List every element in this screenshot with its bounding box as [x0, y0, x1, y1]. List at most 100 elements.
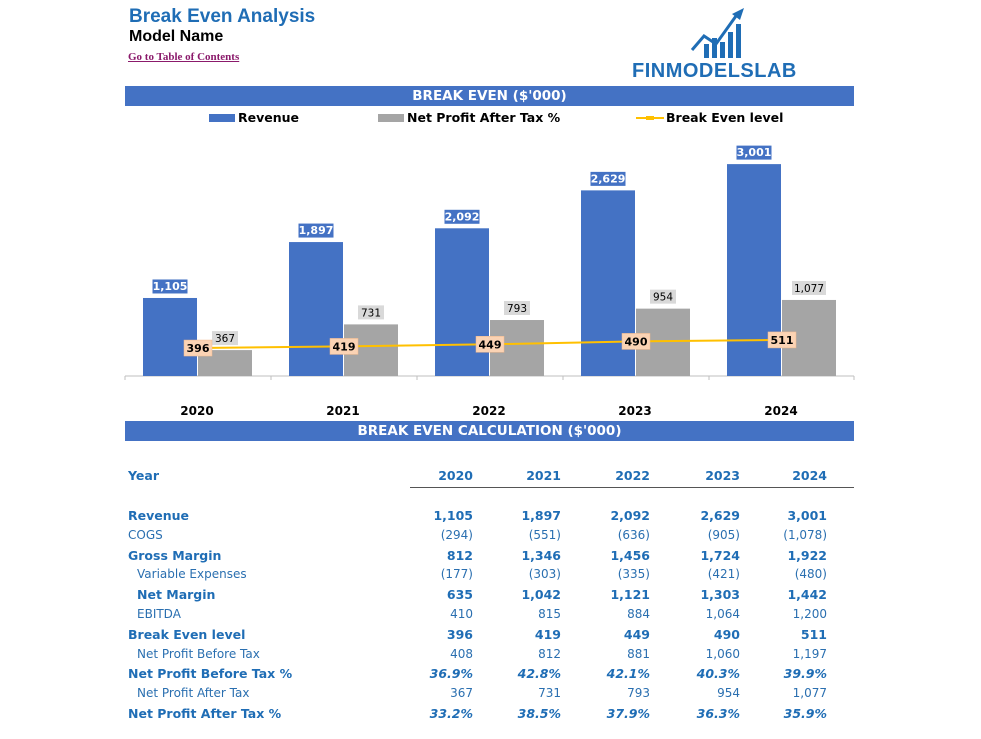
revenue-label-box [151, 278, 189, 295]
table-row: Variable Expenses (177) (303) (335) (421) (48… [125, 567, 860, 587]
table-cell: 1,042 [521, 587, 561, 603]
table-row: Net Profit Before Tax 408 812 881 1,060 1,197 [125, 647, 860, 667]
table-cell: 367 [450, 686, 473, 701]
break-even-data-label: 511 [771, 334, 794, 347]
year-header: 2023 [705, 468, 740, 483]
table-cell: 731 [538, 686, 561, 701]
table-cell: 42.8% [517, 666, 561, 682]
table-row: Revenue 1,105 1,897 2,092 2,629 3,001 [125, 508, 860, 528]
profit-label-box [792, 280, 826, 295]
revenue-data-label: 1,105 [153, 280, 188, 293]
table-cell: (551) [528, 527, 561, 542]
revenue-data-label: 1,897 [299, 224, 334, 237]
break-even-data-label: 449 [479, 338, 502, 351]
break-even-label-box [329, 338, 359, 355]
profit-label-box [504, 301, 530, 316]
row-label: EBITDA [137, 607, 181, 621]
revenue-label-box [589, 170, 627, 187]
table-row: Net Margin 635 1,042 1,121 1,303 1,442 [125, 587, 860, 607]
year-header: 2022 [615, 468, 650, 483]
table-cell: 815 [538, 607, 561, 621]
table-cell: 1,200 [792, 607, 827, 621]
table-cell: 33.2% [429, 706, 473, 721]
table-header-row: Year 2020 2021 2022 2023 2024 [125, 468, 860, 488]
table-cell: 39.9% [783, 666, 827, 682]
legend-break-even-swatch [636, 115, 664, 120]
revenue-label-box [735, 144, 773, 161]
table-cell: 396 [446, 626, 473, 642]
x-tick-label: 2022 [472, 404, 505, 418]
profit-label-box [212, 331, 238, 346]
row-label: Gross Margin [128, 547, 222, 563]
revenue-bar [143, 297, 197, 376]
table-cell: 35.9% [783, 706, 827, 721]
table-cell: 812 [538, 646, 561, 661]
legend-break-even: Break Even level [636, 110, 783, 125]
table-cell: (335) [617, 567, 650, 582]
table-row: Net Profit Before Tax % 36.9% 42.8% 42.1% 40… [125, 666, 860, 686]
finmodelslab-logo: FINMODELSLAB [632, 6, 822, 82]
table-cell: 511 [800, 626, 827, 642]
table-cell: 38.5% [517, 706, 561, 721]
table-cell: 1,897 [521, 508, 561, 523]
model-name: Model Name [129, 28, 224, 45]
x-tick-label: 2021 [326, 404, 359, 418]
table-cell: 2,092 [610, 508, 650, 523]
table-row: Gross Margin 812 1,346 1,456 1,724 1,922 [125, 548, 860, 568]
break-even-label-box [183, 339, 213, 357]
revenue-data-label: 2,092 [445, 210, 480, 223]
revenue-data-label: 2,629 [591, 172, 626, 185]
table-cell: 449 [623, 626, 650, 642]
row-label: Revenue [128, 508, 190, 523]
calc-section-header: BREAK EVEN CALCULATION ($'000) [125, 421, 854, 441]
row-label: Break Even level [128, 626, 246, 642]
table-cell: (480) [794, 567, 827, 582]
header-divider [410, 487, 854, 488]
table-cell: 1,064 [705, 607, 740, 621]
table-cell: (421) [707, 567, 740, 582]
table-cell: (1,078) [783, 527, 827, 542]
table-of-contents-link[interactable]: Go to Table of Contents [128, 51, 240, 63]
revenue-label-box [297, 222, 335, 239]
table-cell: (177) [440, 567, 473, 582]
year-label: Year [128, 468, 159, 483]
profit-data-label: 1,077 [794, 283, 824, 295]
table-cell: 3,001 [787, 508, 827, 523]
row-label: Net Profit After Tax % [128, 706, 282, 721]
table-cell: 793 [627, 686, 650, 701]
break-even-label-box [767, 331, 797, 349]
profit-label-box [650, 289, 676, 304]
table-cell: 1,060 [705, 646, 740, 661]
table-cell: 36.9% [429, 666, 473, 682]
logo-chart-icon [690, 8, 744, 58]
table-row: Break Even level 396 419 449 490 511 [125, 627, 860, 647]
revenue-bar [435, 228, 489, 376]
table-cell: 884 [627, 607, 650, 621]
table-cell: 42.1% [606, 666, 650, 682]
legend-break-even-label: Break Even level [666, 110, 784, 125]
chart-section-header: BREAK EVEN ($'000) [125, 86, 854, 106]
year-header: 2024 [792, 468, 827, 483]
profit-data-label: 367 [215, 333, 235, 345]
table-cell: 1,303 [700, 587, 740, 603]
table-cell: 37.9% [606, 706, 650, 721]
break-even-data-label: 419 [333, 340, 356, 353]
break-even-chart: 1,105 367 2020 1,897 731 2021 2,092 793 2022 2,62… [124, 144, 855, 418]
table-cell: 881 [627, 646, 650, 661]
profit-data-label: 793 [507, 303, 527, 315]
table-cell: 410 [450, 607, 473, 621]
legend-profit: Net Profit After Tax % [378, 110, 560, 125]
table-cell: (636) [617, 527, 650, 542]
revenue-bar [289, 242, 343, 376]
table-row: EBITDA 410 815 884 1,064 1,200 [125, 607, 860, 627]
legend-profit-swatch [378, 113, 404, 122]
profit-data-label: 954 [653, 292, 673, 304]
break-even-label-box [621, 333, 651, 350]
table-cell: 1,346 [521, 547, 561, 563]
break-even-data-label: 396 [187, 342, 210, 355]
revenue-label-box [443, 208, 481, 225]
table-cell: 954 [717, 686, 740, 701]
table-cell: 36.3% [696, 706, 740, 721]
row-label: Net Profit After Tax [137, 686, 250, 701]
table-cell: (294) [440, 527, 473, 542]
